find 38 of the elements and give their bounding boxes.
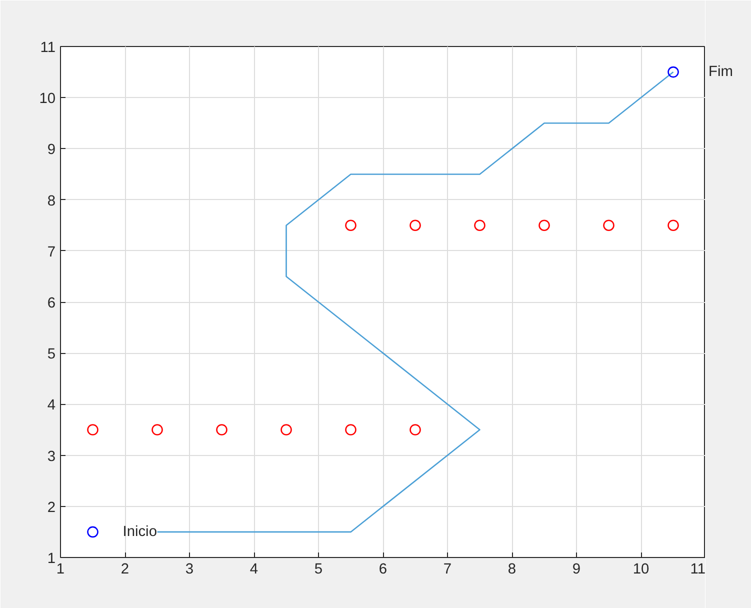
y-tick-label: 1 bbox=[47, 551, 56, 567]
y-tick-label: 4 bbox=[47, 398, 56, 414]
y-tick-label: 10 bbox=[39, 91, 56, 108]
y-tick-label: 11 bbox=[40, 40, 56, 56]
point bbox=[280, 424, 292, 436]
point bbox=[410, 220, 421, 231]
line-series bbox=[156, 71, 674, 533]
point bbox=[152, 424, 163, 436]
x-tick-label: 7 bbox=[443, 562, 452, 578]
x-tick-label: 6 bbox=[378, 562, 388, 578]
point bbox=[474, 220, 486, 231]
y-tick-label: 8 bbox=[47, 193, 56, 210]
y-tick-label: 7 bbox=[47, 244, 56, 260]
x-tick-label: 9 bbox=[572, 562, 581, 578]
point bbox=[216, 424, 228, 436]
annotation: Inicio bbox=[122, 524, 157, 540]
point bbox=[668, 66, 679, 78]
point bbox=[87, 424, 98, 436]
point bbox=[87, 526, 98, 538]
y-tick-label: 2 bbox=[47, 500, 56, 516]
point bbox=[538, 220, 550, 231]
annotation: Fim bbox=[708, 64, 733, 80]
x-tick-label: 8 bbox=[508, 562, 516, 578]
x-tick-label: 10 bbox=[632, 562, 650, 578]
y-tick-label: 9 bbox=[47, 142, 56, 158]
point bbox=[410, 424, 421, 436]
y-tick-label: 6 bbox=[47, 296, 56, 312]
x-tick-label: 5 bbox=[314, 562, 323, 578]
x-tick-label: 3 bbox=[185, 562, 194, 578]
point bbox=[345, 424, 356, 436]
x-tick-label: 11 bbox=[690, 562, 706, 578]
point bbox=[345, 220, 356, 231]
y-tick-label: 3 bbox=[47, 448, 56, 465]
x-tick-label: 4 bbox=[250, 562, 258, 578]
y-tick-label: 5 bbox=[47, 346, 56, 363]
point bbox=[668, 220, 679, 231]
x-tick-label: 2 bbox=[120, 562, 130, 578]
point bbox=[603, 220, 614, 231]
